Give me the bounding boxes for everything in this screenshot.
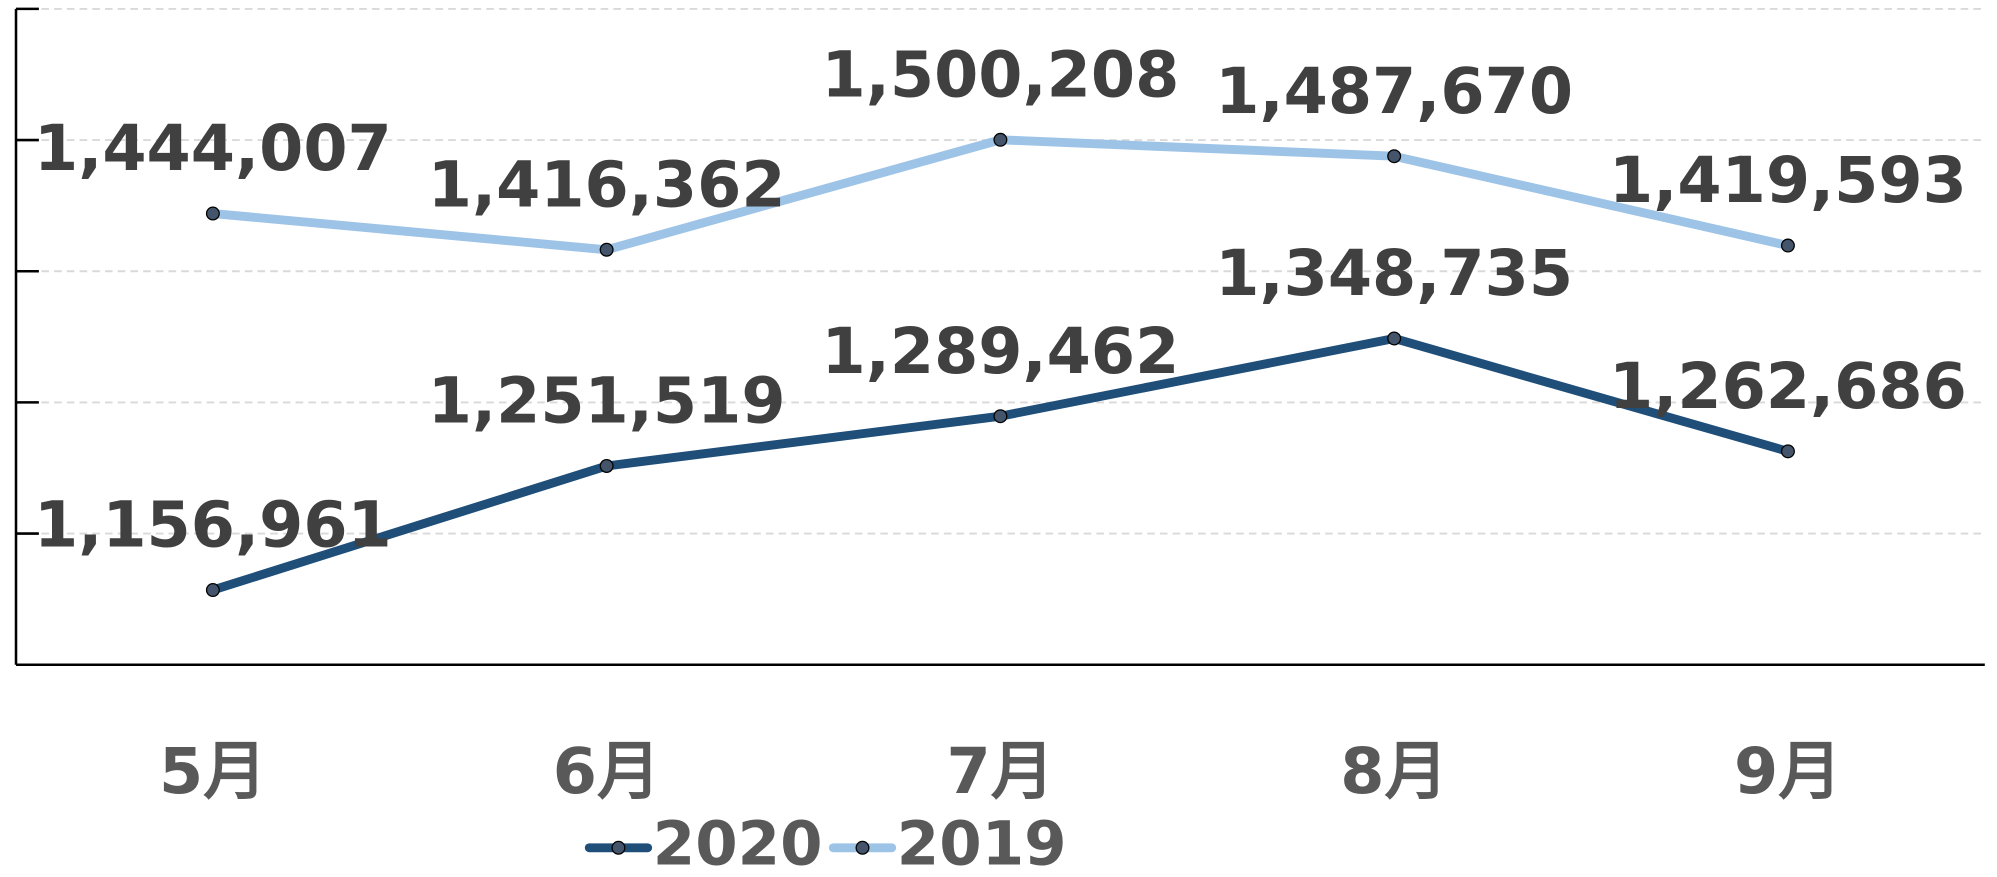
data-label: 1,156,961 bbox=[34, 488, 392, 562]
x-tick-label: 9月 bbox=[1734, 734, 1842, 808]
point bbox=[1387, 331, 1402, 346]
legend-item: 2019 bbox=[828, 808, 1067, 877]
point bbox=[205, 583, 220, 598]
point bbox=[1387, 149, 1402, 164]
data-label: 1,251,519 bbox=[428, 364, 786, 438]
data-label: 1,416,362 bbox=[428, 147, 786, 221]
legend-marker bbox=[855, 840, 870, 855]
legend-label: 2019 bbox=[897, 808, 1067, 877]
legend-label: 2020 bbox=[653, 808, 823, 877]
legend-item: 2020 bbox=[584, 808, 823, 877]
point bbox=[1780, 444, 1795, 459]
point bbox=[993, 132, 1008, 147]
point bbox=[993, 409, 1008, 424]
point bbox=[599, 459, 614, 473]
data-label: 1,348,735 bbox=[1215, 236, 1573, 310]
data-label: 1,500,208 bbox=[822, 37, 1180, 111]
point bbox=[599, 242, 614, 257]
point bbox=[1780, 238, 1795, 253]
data-label: 1,289,462 bbox=[822, 314, 1180, 388]
data-label: 1,487,670 bbox=[1215, 54, 1573, 128]
data-label: 1,262,686 bbox=[1609, 349, 1967, 423]
x-tick-label: 6月 bbox=[553, 734, 661, 808]
x-tick-label: 8月 bbox=[1340, 734, 1448, 808]
data-label: 1,444,007 bbox=[34, 111, 392, 185]
legend-marker bbox=[611, 840, 626, 855]
data-label: 1,419,593 bbox=[1609, 143, 1967, 217]
point bbox=[205, 206, 220, 221]
x-tick-label: 5月 bbox=[159, 734, 267, 808]
x-tick-label: 7月 bbox=[947, 734, 1055, 808]
